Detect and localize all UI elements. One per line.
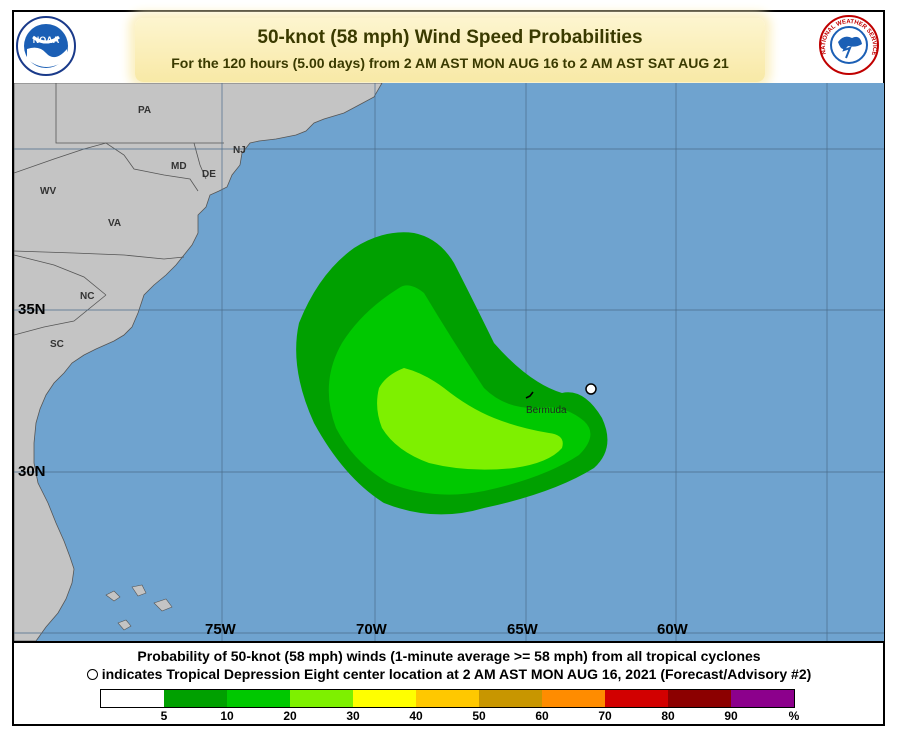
legend-swatch xyxy=(605,690,668,707)
legend-label: 90 xyxy=(724,709,738,723)
lon-label-70w: 70W xyxy=(356,621,387,638)
title-banner xyxy=(135,18,765,82)
legend-label: 60 xyxy=(535,709,549,723)
footer-line-2-text: indicates Tropical Depression Eight cent… xyxy=(101,666,812,682)
open-circle-icon xyxy=(86,669,98,680)
legend-swatch xyxy=(416,690,479,707)
bahamas-islands xyxy=(105,584,173,631)
legend-label: 70 xyxy=(598,709,612,723)
footer-line-2: indicates Tropical Depression Eight cent… xyxy=(14,666,884,682)
storm-center-marker xyxy=(585,383,597,395)
state-borders xyxy=(14,83,224,336)
legend-swatch xyxy=(101,690,164,707)
lat-label-30n: 30N xyxy=(18,463,46,480)
bermuda-island xyxy=(525,391,534,399)
probability-legend xyxy=(100,689,795,708)
nws-logo-icon: NATIONAL WEATHER SERVICE xyxy=(819,15,879,75)
state-label-sc: SC xyxy=(50,339,64,350)
state-label-nc: NC xyxy=(80,291,94,302)
lon-label-75w: 75W xyxy=(205,621,236,638)
place-label-bermuda: Bermuda xyxy=(526,405,567,416)
legend-swatch xyxy=(227,690,290,707)
map-bottom-border xyxy=(14,641,884,643)
legend-label: 20 xyxy=(283,709,297,723)
state-label-pa: PA xyxy=(138,105,151,116)
legend-swatch xyxy=(164,690,227,707)
legend-swatch xyxy=(731,690,794,707)
legend-label: 5 xyxy=(160,709,168,723)
legend-label: % xyxy=(788,709,800,723)
legend-label: 50 xyxy=(472,709,486,723)
state-label-de: DE xyxy=(202,169,216,180)
noaa-logo-icon: NOAA xyxy=(16,16,76,76)
map-title: 50-knot (58 mph) Wind Speed Probabilitie… xyxy=(257,27,643,48)
legend-label: 40 xyxy=(409,709,423,723)
state-label-va: VA xyxy=(108,218,121,229)
legend-swatch xyxy=(479,690,542,707)
probability-map: Bermuda PA NJ MD DE WV VA NC SC xyxy=(14,83,884,641)
legend-label: 30 xyxy=(346,709,360,723)
noaa-logo-text: NOAA xyxy=(33,35,60,45)
us-east-coast-land xyxy=(14,83,383,641)
footer-line-1: Probability of 50-knot (58 mph) winds (1… xyxy=(137,648,761,664)
lat-label-35n: 35N xyxy=(18,301,46,318)
legend-label: 10 xyxy=(220,709,234,723)
state-label-nj: NJ xyxy=(233,145,246,156)
band-20-30-percent xyxy=(377,368,563,470)
legend-swatch xyxy=(668,690,731,707)
map-subtitle: For the 120 hours (5.00 days) from 2 AM … xyxy=(171,55,729,71)
lon-label-65w: 65W xyxy=(507,621,538,638)
state-label-md: MD xyxy=(171,161,187,172)
legend-label: 80 xyxy=(661,709,675,723)
legend-swatch xyxy=(353,690,416,707)
legend-swatch xyxy=(290,690,353,707)
state-label-wv: WV xyxy=(40,186,56,197)
lon-label-60w: 60W xyxy=(657,621,688,638)
legend-swatch xyxy=(542,690,605,707)
